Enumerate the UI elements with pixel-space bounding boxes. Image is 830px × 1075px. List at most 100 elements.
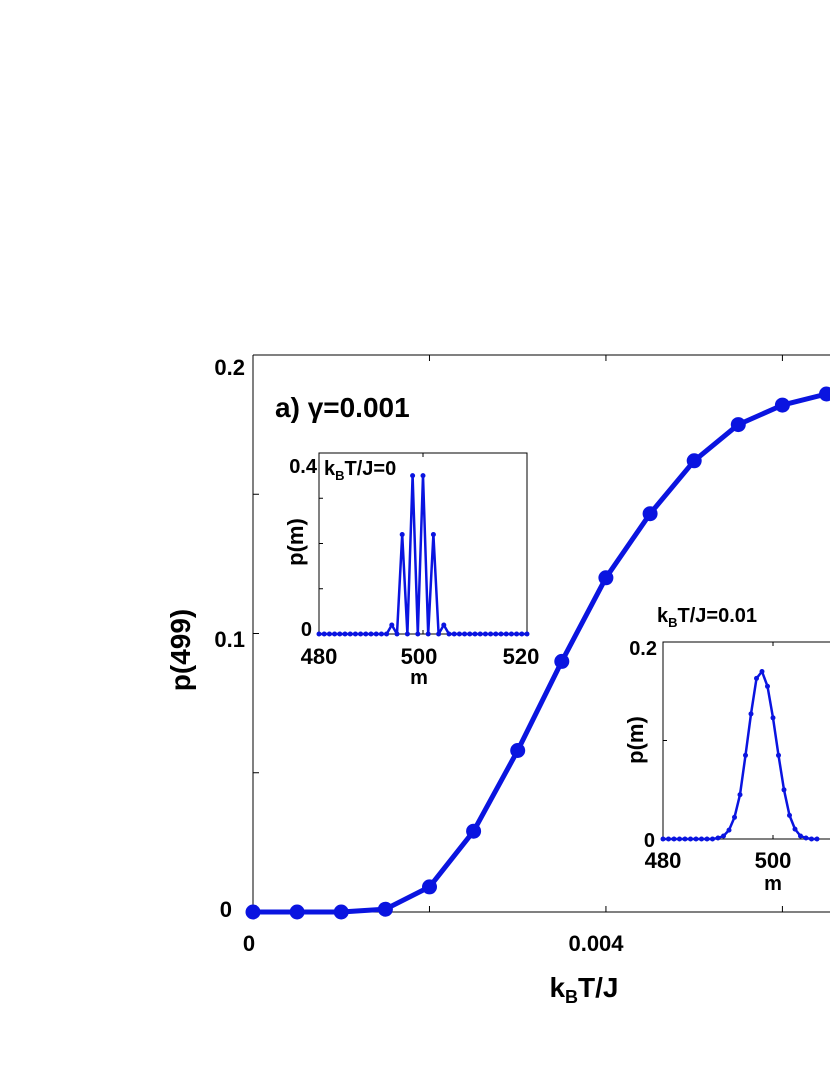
inset-t0-point-21 [425,631,431,637]
inset-t0-point-0 [316,631,322,637]
inset-t0-point-23 [436,631,442,637]
inset-t0-point-33 [488,631,494,637]
inset-t001-point-6 [693,836,699,842]
inset-t001-point-24 [792,826,798,832]
inset-t001-point-2 [671,836,677,842]
main-plot: 0.2 0.1 0 0 0.004 kBT/J p(499) a) γ=0.00… [165,354,830,1007]
inset-t0-point-8 [358,631,364,637]
inset-t001-point-12 [726,827,732,833]
inset-t0-point-16 [399,532,405,537]
inset-t0-point-11 [373,631,379,637]
inset-t0-point-31 [477,631,483,637]
inset-t001-title: kBT/J=0.01 [657,605,757,630]
inset-t0-point-9 [363,631,369,637]
inset-t001-point-25 [798,833,803,839]
inset-t001-point-5 [688,836,693,842]
main-ytick-label-0: 0 [220,897,232,922]
inset-t001-ytick-label-0: 0 [644,830,655,852]
inset-t0-point-12 [378,631,384,637]
main-point-13 [819,386,830,402]
inset-t0-point-28 [462,631,468,637]
inset-t001-point-23 [787,812,792,818]
inset-t001-point-26 [803,835,809,841]
main-point-5 [466,823,482,839]
inset-t001-point-1 [666,836,671,842]
main-point-0 [245,904,261,920]
inset-t0-point-35 [498,631,504,637]
inset-t0-point-18 [410,473,416,479]
inset-t0-point-20 [420,473,426,479]
inset-t001-ticks [663,642,774,839]
main-ytick-label-0.1: 0.1 [214,627,245,652]
inset-t001-point-11 [721,833,726,839]
inset-t0-point-13 [384,631,390,637]
inset-t001-point-14 [737,792,743,798]
inset-t001-point-15 [743,752,748,758]
inset-t0-ticks [319,453,424,634]
inset-t001-point-8 [704,836,710,842]
main-point-9 [642,506,658,522]
inset-t0-point-2 [326,631,332,637]
inset-t0-point-1 [321,631,327,637]
inset-t0-point-30 [472,631,478,637]
inset-t001-x-axis-label: m [764,873,782,895]
inset-t0-point-6 [347,631,353,637]
inset-t0-series [316,473,530,637]
inset-t001-xtick-label-500: 500 [755,848,792,873]
inset-t0-ytick-label-0.4: 0.4 [289,456,318,478]
main-point-2 [333,904,349,920]
inset-t0-point-14 [389,622,395,628]
inset-t001-point-22 [781,787,787,793]
main-point-4 [422,879,437,895]
inset-t0-point-5 [342,631,348,637]
main-point-8 [598,570,614,586]
inset-t0-point-15 [394,631,400,637]
inset-t0-ytick-label-0: 0 [301,619,312,641]
main-x-axis-label: kBT/J [549,972,618,1007]
inset-t0-point-27 [456,631,462,637]
inset-t0-xtick-label-480: 480 [301,644,338,669]
inset-t001-point-19 [765,683,770,689]
main-point-3 [377,901,393,917]
inset-t0-point-24 [441,622,447,628]
inset-t0-x-axis-label: m [410,667,428,689]
inset-t0-point-36 [503,631,509,637]
main-point-1 [289,904,305,920]
inset-t001-xtick-label-480: 480 [645,848,682,873]
inset-t001-point-17 [754,675,759,681]
inset-t001-ytick-label-0.2: 0.2 [629,638,657,660]
panel-label: a) γ=0.001 [275,392,410,423]
inset-t0-point-7 [352,631,358,637]
inset-t001: kBT/J=0.01 0.2 0 480 500 m p(m) [623,605,830,895]
inset-t0-title: kBT/J=0 [324,458,396,483]
inset-t001-point-7 [699,836,704,842]
inset-t0-point-10 [368,631,374,637]
inset-t001-point-28 [814,836,820,842]
main-point-12 [774,397,790,413]
inset-t001-point-4 [682,836,688,842]
main-xtick-label-0.004: 0.004 [568,931,624,956]
inset-t0: kBT/J=0 0.4 0 480 500 520 m p(m) [283,452,540,689]
inset-t001-point-20 [770,715,776,721]
inset-t001-point-21 [776,752,781,758]
main-point-11 [730,417,746,433]
main-point-10 [686,453,702,469]
inset-t0-xtick-label-520: 520 [503,644,540,669]
inset-t001-series [660,669,820,842]
inset-t0-point-19 [415,631,421,637]
inset-t001-point-9 [710,836,715,842]
inset-t0-y-axis-label: p(m) [283,518,308,566]
inset-t0-point-32 [482,631,488,637]
inset-t0-xtick-label-500: 500 [401,644,438,669]
inset-t001-point-0 [660,836,666,842]
inset-t0-point-34 [493,631,499,637]
main-series [245,386,830,920]
main-point-6 [510,743,526,758]
inset-t0-point-38 [514,631,520,637]
inset-t0-point-25 [446,631,452,637]
inset-t001-point-16 [748,711,754,717]
inset-t0-point-17 [404,631,410,637]
inset-t0-point-26 [451,631,457,637]
inset-t0-point-39 [519,631,525,637]
